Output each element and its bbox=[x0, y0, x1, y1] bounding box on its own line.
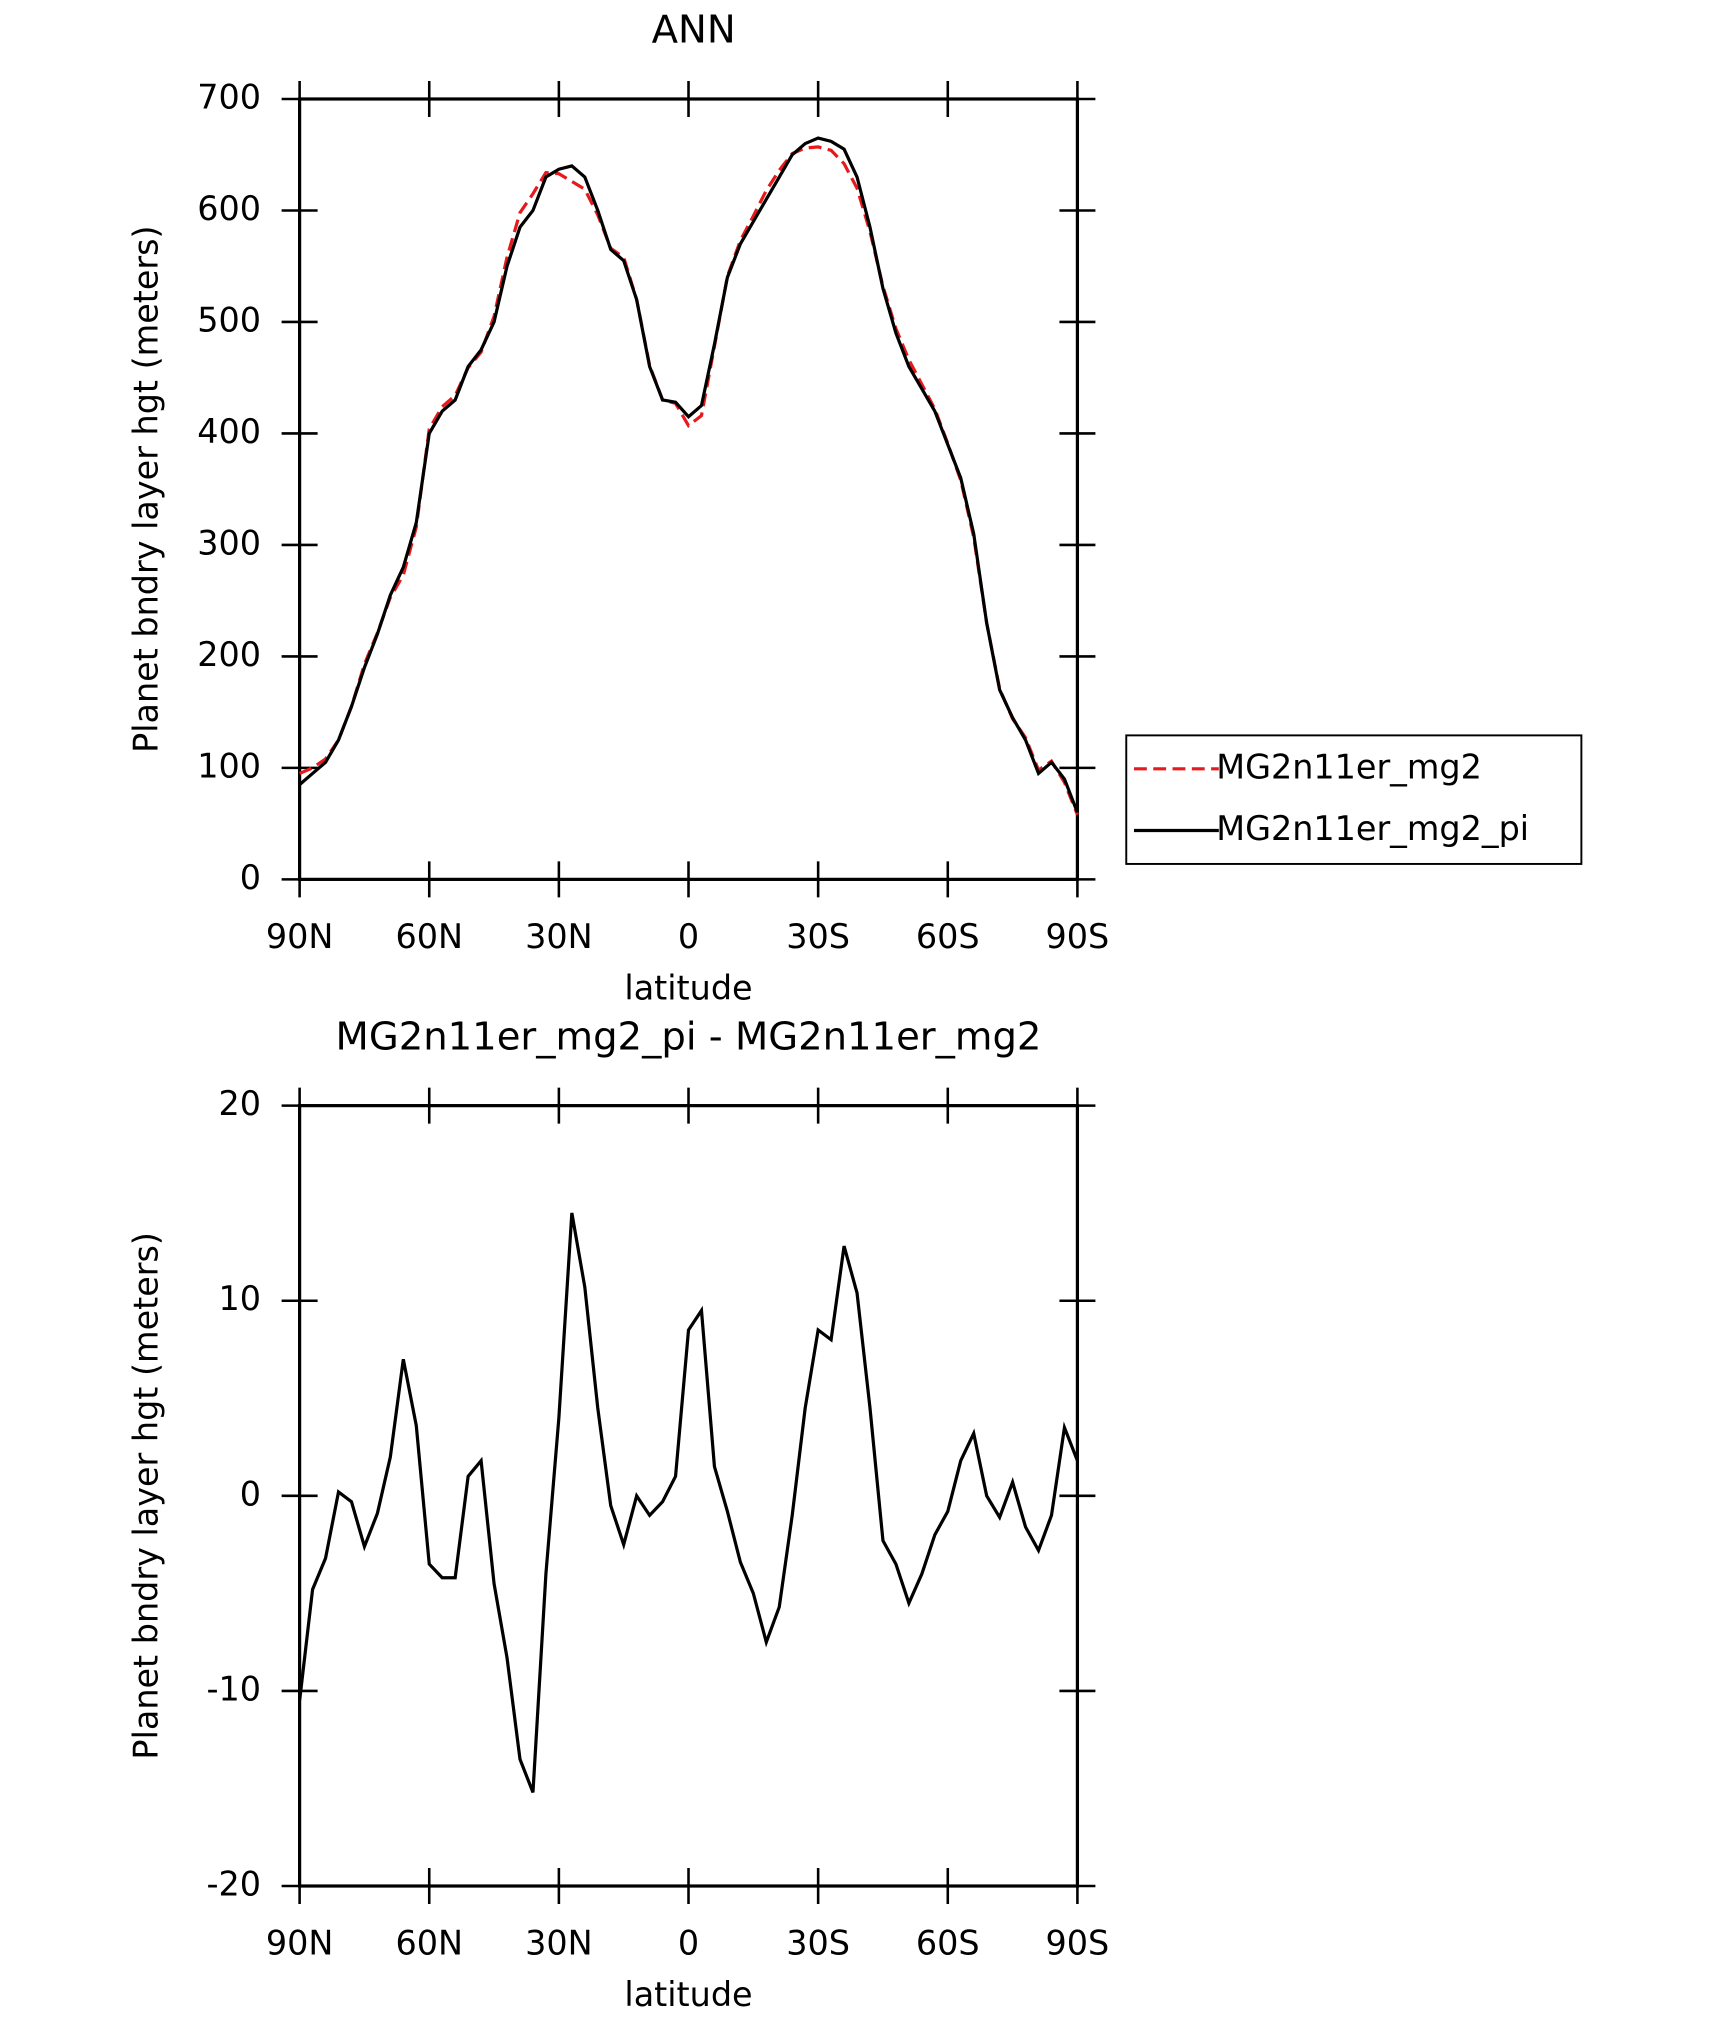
legend-label: MG2n11er_mg2_pi bbox=[1216, 809, 1529, 848]
x-tick-label: 30S bbox=[786, 1924, 850, 1963]
chart-title: ANN bbox=[652, 8, 736, 53]
x-tick-label: 60S bbox=[916, 917, 980, 956]
plot-frame bbox=[298, 1104, 1080, 1888]
y-tick-label: 0 bbox=[240, 1474, 261, 1513]
y-axis-label: Planet bndry layer hgt (meters) bbox=[126, 225, 165, 753]
x-tick-label: 0 bbox=[678, 1924, 699, 1963]
legend-box bbox=[1125, 734, 1583, 865]
x-tick-label: 90N bbox=[266, 1924, 334, 1963]
x-tick-label: 90S bbox=[1046, 1924, 1110, 1963]
plot-frame bbox=[298, 97, 1080, 881]
x-tick-label: 30N bbox=[525, 1924, 593, 1963]
legend-label: MG2n11er_mg2 bbox=[1216, 747, 1482, 786]
y-tick-label: 0 bbox=[240, 858, 261, 897]
y-tick-label: 500 bbox=[197, 300, 261, 339]
y-tick-label: 200 bbox=[197, 635, 261, 674]
x-tick-label: 0 bbox=[678, 917, 699, 956]
y-tick-label: 400 bbox=[197, 412, 261, 451]
x-tick-label: 60N bbox=[395, 1924, 463, 1963]
y-tick-label: -20 bbox=[206, 1865, 261, 1904]
x-tick-label: 90N bbox=[266, 917, 334, 956]
x-tick-label: 60S bbox=[916, 1924, 980, 1963]
x-tick-label: 60N bbox=[395, 917, 463, 956]
y-axis-label: Planet bndry layer hgt (meters) bbox=[126, 1232, 165, 1760]
y-tick-label: 20 bbox=[219, 1084, 262, 1123]
y-tick-label: 100 bbox=[197, 746, 261, 785]
x-tick-label: 30N bbox=[525, 917, 593, 956]
y-tick-label: 10 bbox=[219, 1279, 262, 1318]
x-axis-label: latitude bbox=[624, 968, 752, 1007]
y-tick-label: 600 bbox=[197, 189, 261, 228]
x-tick-label: 30S bbox=[786, 917, 850, 956]
chart-title: MG2n11er_mg2_pi - MG2n11er_mg2 bbox=[336, 1014, 1042, 1059]
y-tick-label: -10 bbox=[206, 1669, 261, 1708]
y-tick-label: 300 bbox=[197, 523, 261, 562]
y-tick-label: 700 bbox=[197, 77, 261, 116]
series-line bbox=[298, 145, 1079, 816]
series-line bbox=[298, 1212, 1079, 1793]
series-line bbox=[298, 136, 1079, 814]
x-tick-label: 90S bbox=[1046, 917, 1110, 956]
x-axis-label: latitude bbox=[624, 1975, 752, 2014]
